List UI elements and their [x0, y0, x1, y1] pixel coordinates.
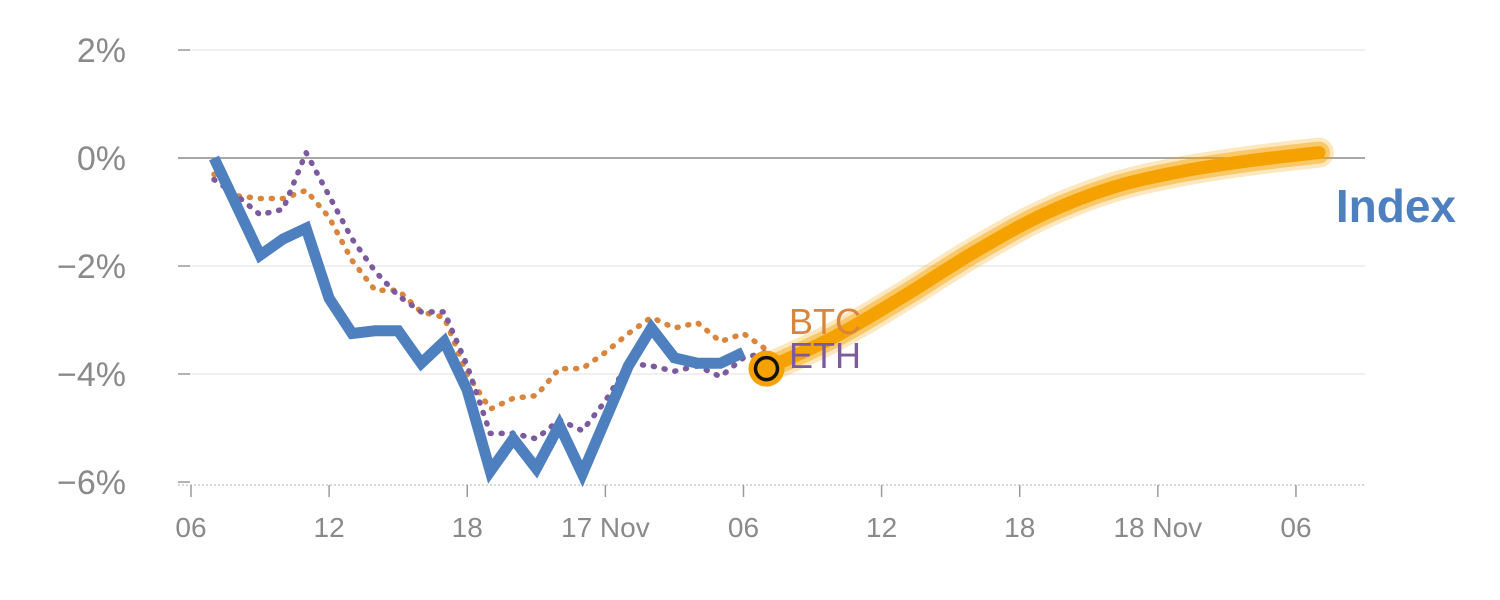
- y-tick-label: 2%: [77, 32, 126, 70]
- series-line-eth: [211, 149, 770, 442]
- y-tick-label: −6%: [57, 464, 126, 502]
- x-tick-label: 12: [314, 512, 345, 543]
- x-tick-label: 18: [452, 512, 483, 543]
- y-axis: 2% 0% −2% −4% −6%: [57, 32, 190, 502]
- x-tick-label: 06: [1280, 512, 1311, 543]
- gridlines: [178, 49, 1365, 486]
- y-tick-label: −4%: [57, 356, 126, 394]
- y-tick-label: −2%: [57, 248, 126, 286]
- series-label-eth: ETH: [789, 335, 861, 376]
- series-label-btc: BTC: [789, 301, 861, 342]
- x-tick-label: 06: [728, 512, 759, 543]
- y-tick-label: 0%: [77, 140, 126, 178]
- series-layer: [209, 137, 1334, 488]
- forecast-line: [760, 146, 1326, 376]
- x-axis: 06 12 18 17 Nov 06 12 18 18 Nov 06: [175, 485, 1312, 543]
- x-tick-label: 06: [175, 512, 206, 543]
- x-tick-label: 12: [866, 512, 897, 543]
- current-point-marker: [753, 355, 780, 382]
- x-tick-label: 18 Nov: [1113, 512, 1202, 543]
- x-tick-label: 17 Nov: [561, 512, 650, 543]
- x-tick-label: 18: [1004, 512, 1035, 543]
- series-label-index: Index: [1336, 180, 1457, 232]
- series-line-btc: [211, 171, 770, 412]
- series-line-index: [209, 155, 746, 488]
